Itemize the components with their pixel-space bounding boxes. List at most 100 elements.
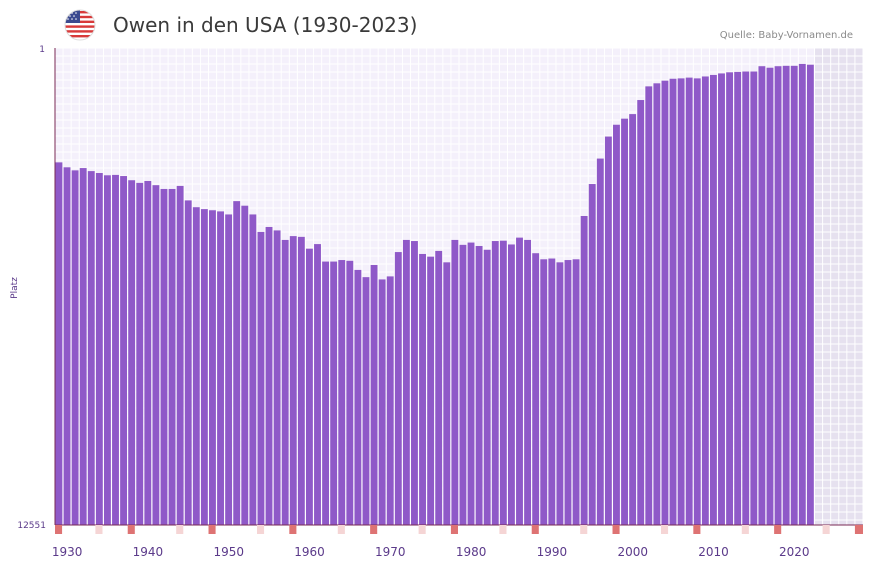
y-tick-label-bottom: 12551 bbox=[17, 521, 46, 531]
bar-1964 bbox=[338, 260, 346, 525]
bar-1980 bbox=[467, 242, 475, 525]
bar-1958 bbox=[289, 236, 297, 525]
bar-1971 bbox=[394, 252, 402, 526]
bar-2009 bbox=[701, 76, 709, 526]
bar-2005 bbox=[669, 78, 677, 525]
bar-1950 bbox=[225, 214, 233, 525]
bar-1997 bbox=[604, 136, 612, 525]
bar-1953 bbox=[249, 214, 257, 525]
half-decade-marker bbox=[257, 525, 265, 534]
bar-1975 bbox=[427, 256, 435, 525]
bar-1989 bbox=[540, 259, 548, 525]
decade-marker bbox=[693, 525, 701, 534]
bar-2018 bbox=[774, 66, 782, 526]
usa-flag-icon bbox=[64, 9, 96, 41]
decade-marker bbox=[450, 525, 458, 534]
bar-2008 bbox=[693, 78, 701, 525]
bar-1936 bbox=[112, 174, 119, 525]
bar-1963 bbox=[330, 261, 338, 525]
x-tick-label: 1980 bbox=[456, 545, 487, 559]
bar-2003 bbox=[653, 83, 661, 526]
bar-1998 bbox=[613, 124, 620, 525]
bar-1985 bbox=[507, 244, 515, 525]
first-year-marker bbox=[55, 525, 63, 534]
bar-1937 bbox=[120, 176, 128, 526]
bar-2006 bbox=[677, 78, 685, 525]
last-year-marker bbox=[855, 525, 863, 534]
decade-marker bbox=[208, 525, 216, 534]
bar-1955 bbox=[265, 226, 273, 525]
bar-1969 bbox=[378, 279, 386, 525]
bar-2012 bbox=[726, 72, 734, 525]
bar-1952 bbox=[241, 205, 249, 525]
bar-1941 bbox=[152, 185, 160, 525]
bar-1942 bbox=[160, 188, 168, 525]
bar-1992 bbox=[564, 260, 572, 525]
bar-2019 bbox=[782, 65, 790, 525]
bar-1986 bbox=[516, 237, 523, 525]
bar-1944 bbox=[176, 185, 184, 526]
bar-1968 bbox=[370, 264, 378, 525]
bar-1961 bbox=[314, 244, 321, 525]
bar-1940 bbox=[144, 180, 152, 526]
bar-1976 bbox=[435, 250, 443, 525]
bar-1948 bbox=[209, 210, 216, 525]
bar-1999 bbox=[621, 118, 628, 526]
bar-1945 bbox=[184, 200, 192, 525]
decade-marker bbox=[289, 525, 297, 534]
decade-marker bbox=[612, 525, 620, 534]
bar-1949 bbox=[217, 211, 224, 526]
x-tick-label: 2010 bbox=[698, 545, 729, 559]
bar-2001 bbox=[637, 100, 645, 526]
bar-2020 bbox=[790, 65, 798, 525]
bar-2011 bbox=[718, 73, 725, 525]
bar-1959 bbox=[297, 236, 305, 526]
bar-2014 bbox=[742, 71, 750, 526]
bar-1931 bbox=[71, 170, 79, 525]
x-tick-label: 1960 bbox=[294, 545, 325, 559]
y-tick-label-top: 1 bbox=[39, 45, 45, 55]
bar-1947 bbox=[200, 209, 208, 525]
x-tick-label: 2000 bbox=[617, 545, 648, 559]
bar-1930 bbox=[63, 167, 71, 525]
bar-1951 bbox=[233, 201, 241, 526]
bar-1938 bbox=[128, 180, 136, 525]
bar-2002 bbox=[645, 86, 653, 525]
bar-1974 bbox=[419, 253, 426, 525]
decade-marker bbox=[531, 525, 539, 534]
bar-1979 bbox=[459, 244, 467, 525]
half-decade-marker bbox=[176, 525, 184, 534]
bar-1929 bbox=[55, 162, 63, 526]
bar-1943 bbox=[168, 188, 176, 525]
x-tick-label: 1940 bbox=[133, 545, 164, 559]
decade-marker bbox=[774, 525, 782, 534]
bar-1983 bbox=[491, 241, 499, 525]
half-decade-marker bbox=[661, 525, 669, 534]
bar-1965 bbox=[346, 260, 354, 525]
bar-1981 bbox=[475, 245, 483, 525]
bar-1970 bbox=[386, 276, 394, 525]
bar-1984 bbox=[499, 240, 507, 525]
bar-1988 bbox=[532, 253, 540, 525]
bar-1978 bbox=[451, 239, 459, 526]
half-decade-marker bbox=[95, 525, 103, 534]
bar-2000 bbox=[629, 114, 637, 525]
bar-2022 bbox=[806, 64, 814, 526]
source-label: Quelle: Baby-Vornamen.de bbox=[719, 30, 853, 41]
bar-1972 bbox=[402, 239, 410, 526]
x-tick-label: 2020 bbox=[779, 545, 810, 559]
bar-2010 bbox=[709, 74, 717, 526]
bar-1993 bbox=[572, 259, 580, 525]
half-decade-marker bbox=[741, 525, 749, 534]
bar-1996 bbox=[596, 158, 604, 525]
x-tick-label: 1930 bbox=[52, 545, 83, 559]
half-decade-marker bbox=[337, 525, 345, 534]
bar-2013 bbox=[734, 71, 742, 525]
x-tick-label: 1970 bbox=[375, 545, 406, 559]
decade-marker bbox=[127, 525, 135, 534]
bar-1994 bbox=[580, 215, 588, 525]
bar-1957 bbox=[281, 239, 289, 526]
bar-2007 bbox=[685, 77, 693, 525]
bar-1987 bbox=[524, 239, 532, 526]
